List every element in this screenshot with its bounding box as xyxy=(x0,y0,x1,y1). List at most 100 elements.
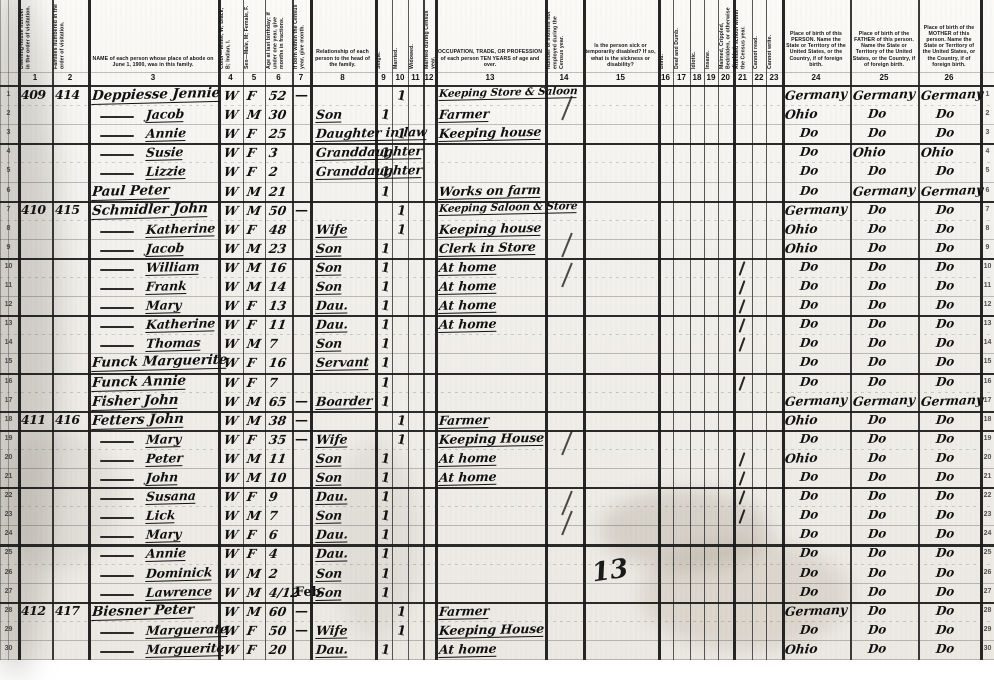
row-rule xyxy=(0,582,994,584)
occupation: At home xyxy=(438,258,498,276)
relationship-to-head: Daughter in law xyxy=(315,124,428,143)
left-row-number: 28 xyxy=(4,606,13,614)
occupation: Works on farm xyxy=(438,181,542,200)
person-name: Annie xyxy=(145,545,187,563)
color-race: W xyxy=(222,508,240,524)
birthplace-person: Do xyxy=(799,144,819,160)
color-race: W xyxy=(222,470,240,485)
color-race: W xyxy=(222,641,240,657)
birthplace-mother: Do xyxy=(935,106,955,122)
birthplace-person: Do xyxy=(799,469,819,485)
birthplace-person: Ohio xyxy=(784,640,819,657)
surname-ditto-mark xyxy=(100,173,134,176)
birthplace-person: Do xyxy=(799,125,819,141)
birthplace-mother: Do xyxy=(935,622,955,637)
left-row-number: 18 xyxy=(4,415,13,423)
column-rule xyxy=(673,0,674,660)
row-rule xyxy=(0,86,994,87)
birthplace-person: Do xyxy=(799,488,819,504)
column-number-19: 19 xyxy=(706,73,716,82)
column-rule xyxy=(583,0,586,660)
surname-ditto-mark xyxy=(100,479,134,481)
right-row-number: 29 xyxy=(983,625,992,633)
birthplace-father: Do xyxy=(867,297,887,313)
row-rule xyxy=(0,334,994,336)
relationship-to-head: Dau. xyxy=(315,488,349,506)
left-row-number: 17 xyxy=(4,396,13,404)
age: 50 xyxy=(267,202,288,218)
surname-ditto-mark xyxy=(100,574,134,577)
color-race: W xyxy=(222,336,240,352)
person-name: Paul Peter xyxy=(91,181,171,201)
birthplace-mother: Germany xyxy=(920,391,984,409)
color-race: W xyxy=(222,259,240,275)
left-row-number: 6 xyxy=(6,186,11,194)
column-rule xyxy=(545,0,548,660)
header-rule xyxy=(0,85,994,88)
birthplace-person: Ohio xyxy=(784,449,819,466)
sex: M xyxy=(245,450,263,466)
surname-ditto-mark xyxy=(100,249,134,252)
left-row-number: 2 xyxy=(6,110,11,118)
row-rule xyxy=(0,639,994,641)
age: 25 xyxy=(267,126,288,142)
birthplace-mother: Germany xyxy=(920,85,984,104)
row-rule xyxy=(0,506,994,508)
birthplace-father: Do xyxy=(867,564,887,580)
birthplace-father: Do xyxy=(867,583,887,599)
left-row-number: 27 xyxy=(4,587,13,595)
column-rule xyxy=(18,0,21,660)
right-row-number: 5 xyxy=(985,167,990,175)
relationship-to-head: Son xyxy=(315,259,343,276)
surname-ditto-mark xyxy=(100,536,134,539)
column-header-9: Single. xyxy=(376,51,382,69)
age: 20 xyxy=(267,641,288,657)
occupation: At home xyxy=(438,277,498,296)
birthplace-person: Do xyxy=(799,182,819,198)
color-race: W xyxy=(222,546,240,562)
left-row-number: 1 xyxy=(6,91,11,98)
column-rule xyxy=(980,0,983,660)
occupation: Farmer xyxy=(438,411,490,429)
left-row-number: 8 xyxy=(6,224,11,232)
occupation: Farmer xyxy=(438,106,490,124)
column-header-band: Dwelling-house number in the order of vi… xyxy=(0,0,994,72)
birthplace-mother: Germany xyxy=(920,181,984,199)
person-name: Peter xyxy=(145,449,184,467)
right-row-number: 4 xyxy=(985,148,990,156)
surname-ditto-mark xyxy=(100,517,134,520)
color-race: W xyxy=(222,393,240,409)
relationship-to-head: Boarder xyxy=(315,392,373,410)
birthplace-person: Do xyxy=(799,583,819,599)
birthplace-mother: Do xyxy=(935,163,955,179)
age: 38 xyxy=(267,412,288,428)
age: 23 xyxy=(267,240,288,256)
column-number-13: 13 xyxy=(485,73,495,82)
birthplace-person: Ohio xyxy=(784,105,819,123)
right-row-number: 22 xyxy=(983,492,992,500)
column-header-24: Place of birth of this PERSON. Name the … xyxy=(786,30,846,68)
age: 11 xyxy=(267,317,288,333)
born-within-census-year: — xyxy=(295,393,308,409)
color-race: W xyxy=(222,355,240,371)
column-rule xyxy=(265,0,266,660)
surname-ditto-mark xyxy=(100,135,134,138)
column-header-20: Maimed, Crippled, Bedridden, or otherwis… xyxy=(719,7,738,69)
surname-ditto-mark xyxy=(100,345,134,348)
surname-ditto-mark xyxy=(100,631,134,634)
left-row-number: 4 xyxy=(6,148,11,156)
person-name: Lawrence xyxy=(145,582,213,601)
birthplace-mother: Do xyxy=(935,221,955,236)
dwelling-number: 412 xyxy=(21,602,46,618)
right-row-number: 15 xyxy=(983,358,992,366)
table-grid xyxy=(0,0,994,660)
birthplace-father: Ohio xyxy=(852,144,887,161)
birthplace-person: Do xyxy=(799,431,819,446)
birthplace-person: Do xyxy=(799,526,819,542)
sex: M xyxy=(245,565,263,581)
occupation: At home xyxy=(438,315,498,334)
occupation: Keeping Saloon & Store xyxy=(438,199,579,216)
birthplace-father: Germany xyxy=(852,85,916,104)
right-row-number: 30 xyxy=(983,644,992,652)
